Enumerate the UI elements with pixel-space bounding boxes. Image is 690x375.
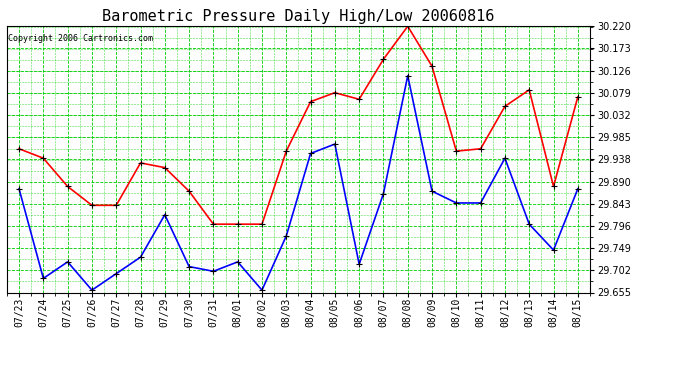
Title: Barometric Pressure Daily High/Low 20060816: Barometric Pressure Daily High/Low 20060… <box>102 9 495 24</box>
Text: Copyright 2006 Cartronics.com: Copyright 2006 Cartronics.com <box>8 34 153 43</box>
